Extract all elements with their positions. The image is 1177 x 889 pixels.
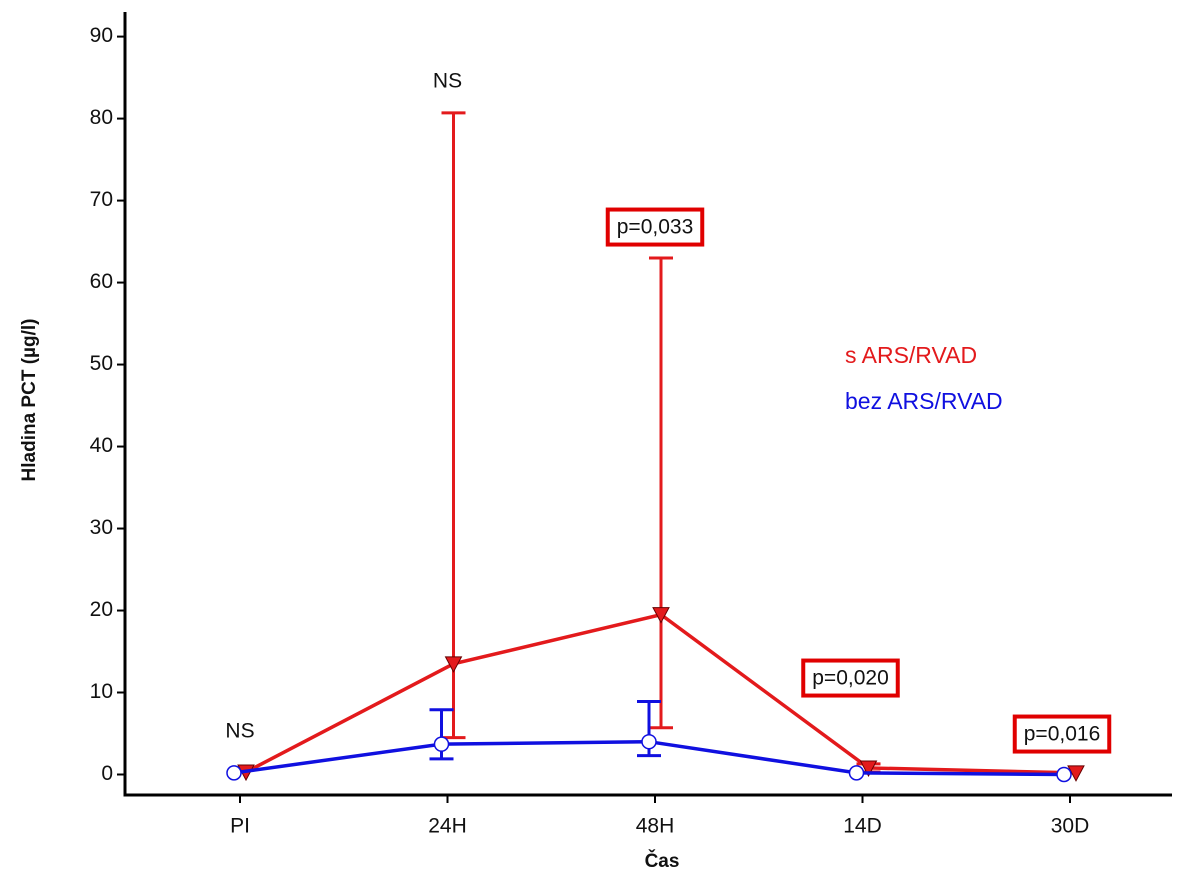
marker [652, 607, 670, 624]
x-tick-label: PI [230, 815, 250, 838]
marker [1067, 765, 1085, 782]
annotation: p=0,033 [617, 216, 694, 239]
annotation: p=0,016 [1024, 723, 1101, 746]
y-tick-label: 60 [90, 270, 113, 293]
marker [1056, 766, 1072, 783]
y-tick-label: 80 [90, 106, 113, 129]
legend-entry: s ARS/RVAD [845, 342, 977, 368]
marker [226, 765, 242, 781]
annotation-box [801, 658, 900, 698]
x-tick-label: 30D [1051, 815, 1090, 838]
marker [641, 733, 657, 750]
x-tick-label: 24H [428, 815, 467, 838]
marker [433, 736, 450, 752]
y-tick-label: 90 [90, 24, 113, 47]
annotation-box [605, 207, 705, 247]
y-tick-label: 10 [90, 680, 113, 703]
marker [848, 765, 865, 781]
y-tick-label: 20 [90, 598, 113, 621]
marker [444, 656, 463, 673]
y-axis-label: Hladina PCT (µg/l) [19, 319, 40, 482]
marker [859, 760, 878, 778]
annotation: p=0,020 [812, 667, 889, 690]
legend-entry: bez ARS/RVAD [845, 388, 1003, 414]
x-axis-label: Čas [645, 850, 680, 872]
x-tick-label: 14D [843, 815, 882, 838]
annotation-box [1012, 714, 1112, 754]
y-tick-label: 40 [90, 434, 113, 457]
y-tick-label: 70 [90, 188, 113, 211]
x-tick-label: 48H [636, 815, 675, 838]
y-tick-label: 30 [90, 516, 113, 539]
y-tick-label: 0 [101, 762, 113, 785]
y-tick-label: 50 [90, 352, 113, 375]
annotation: NS [225, 720, 254, 743]
annotation: NS [433, 70, 462, 93]
